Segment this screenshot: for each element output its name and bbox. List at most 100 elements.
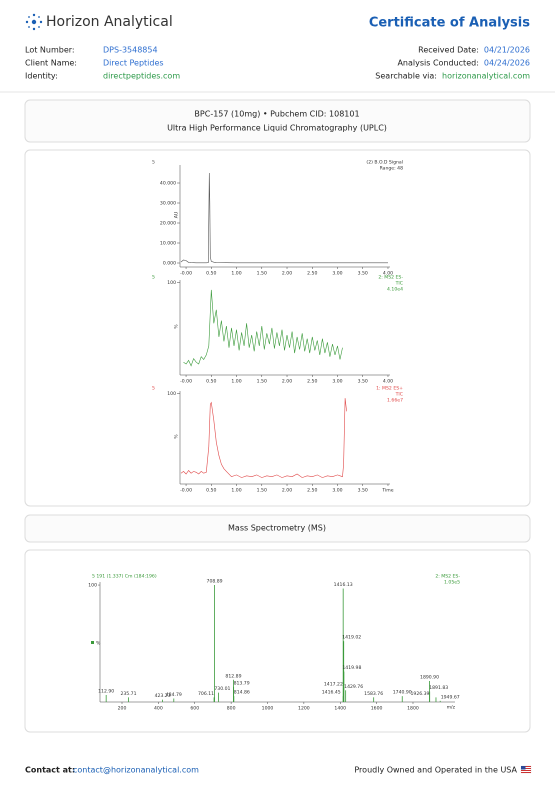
uplc-line: Ultra High Performance Liquid Chromatogr… xyxy=(167,124,387,133)
x-tick-label: 200 xyxy=(118,706,127,712)
us-flag xyxy=(520,765,532,774)
peak-label: 1583.76 xyxy=(364,691,383,697)
x-tick-label: 2.00 xyxy=(282,379,292,385)
peak-label: 1891.83 xyxy=(429,685,448,691)
x-label: m/z xyxy=(447,705,456,711)
detector-label: TIC xyxy=(395,281,403,287)
panel-index: 5 xyxy=(152,275,155,281)
x-tick-label: 2.50 xyxy=(307,271,317,277)
contact-email[interactable]: contact@horizonanalytical.com xyxy=(73,766,199,775)
detector-label: 1.66e7 xyxy=(387,398,403,404)
y-label: % xyxy=(174,324,180,329)
x-tick-label: 3.00 xyxy=(332,379,342,385)
peak-label: 1740.90 xyxy=(393,690,412,696)
x-tick-label: 3.50 xyxy=(358,379,368,385)
x-tick-label: 1.00 xyxy=(231,379,241,385)
x-tick-label: 0.50 xyxy=(206,379,216,385)
peak-label: 814.86 xyxy=(234,690,250,696)
peak-label: 1419.02 xyxy=(342,635,361,641)
x-tick-label: -0.00 xyxy=(180,379,192,385)
peak-label: 235.71 xyxy=(120,691,136,697)
info-label: Lot Number: xyxy=(25,46,75,55)
info-value: horizonanalytical.com xyxy=(442,72,530,81)
x-tick-label: 600 xyxy=(190,706,199,712)
peak-label: 813.79 xyxy=(234,680,250,686)
info-value: 04/24/2026 xyxy=(484,59,530,68)
panel-index: 5 xyxy=(152,386,155,392)
peak-label: 1890.90 xyxy=(420,674,439,680)
y-label: % xyxy=(96,641,101,647)
ms-title-box xyxy=(24,514,531,543)
peak-label: 1416.13 xyxy=(334,582,353,588)
x-tick-label: 3.50 xyxy=(358,271,368,277)
y-label: AU xyxy=(174,212,180,219)
x-tick-label: 400 xyxy=(154,706,163,712)
info-value: directpeptides.com xyxy=(103,72,180,81)
x-tick-label: 3.00 xyxy=(332,488,342,494)
x-tick-label: -0.00 xyxy=(180,488,192,494)
x-tick-label: 1600 xyxy=(371,706,383,712)
peak-label: 1419.98 xyxy=(342,665,361,671)
x-tick-label: -0.00 xyxy=(180,271,192,277)
panel-index: 5 xyxy=(152,160,155,166)
info-value: DPS-3548854 xyxy=(103,46,158,55)
info-value: Direct Peptides xyxy=(103,59,164,68)
detector-label: 2: MS2 ES- xyxy=(378,275,403,281)
trace xyxy=(180,172,388,264)
peak-label: 423.23 xyxy=(155,693,171,699)
y-tick-label: 0.000 xyxy=(163,261,176,267)
x-tick-label: 0.50 xyxy=(206,271,216,277)
info-label: Identity: xyxy=(25,72,58,81)
x-tick-label: 1.50 xyxy=(257,379,267,385)
brand: Horizon Analytical xyxy=(46,14,173,30)
x-tick-label: 4.00 xyxy=(383,379,393,385)
x-tick-label: 1.00 xyxy=(231,488,241,494)
info-value: 04/21/2026 xyxy=(484,46,530,55)
detector-label: 4.10e4 xyxy=(387,287,403,293)
detector-label: (2) B.O.D Signal xyxy=(366,160,403,166)
peak-label: 1429.76 xyxy=(344,684,363,690)
x-tick-label: 2.50 xyxy=(307,488,317,494)
y-label: % xyxy=(174,434,180,439)
y-tick-label: 10.000 xyxy=(160,241,176,247)
x-tick-label: 4.00 xyxy=(383,271,393,277)
x-tick-label: 1800 xyxy=(407,706,419,712)
doc-title: Certificate of Analysis xyxy=(369,16,530,31)
x-tick-label: 1.00 xyxy=(231,271,241,277)
detector-label: TIC xyxy=(395,392,403,398)
contact-label: Contact at: xyxy=(25,766,75,775)
tagline: Proudly Owned and Operated in the USA xyxy=(354,766,517,775)
ms-box xyxy=(24,549,531,733)
x-tick-label: 1400 xyxy=(334,706,346,712)
x-tick-label: 2.00 xyxy=(282,271,292,277)
x-tick-label: 2.50 xyxy=(307,379,317,385)
uplc-box xyxy=(24,99,531,143)
y-tick-label: 40.000 xyxy=(160,181,176,187)
peak-label: 1949.67 xyxy=(441,694,460,700)
peak-label: 706.11 xyxy=(198,691,214,697)
peak-label: 708.89 xyxy=(207,579,223,585)
peak-label: 1417.22 xyxy=(324,681,343,687)
info-label: Analysis Conducted: xyxy=(397,59,478,68)
detector-label: Range: 48 xyxy=(380,166,403,172)
x-tick-label: 800 xyxy=(227,706,236,712)
peak-label: 1416.45 xyxy=(322,690,341,696)
x-tick-label: 0.50 xyxy=(206,488,216,494)
peak-label: 1926.39 xyxy=(410,691,429,697)
x-tick-label: 1000 xyxy=(262,706,274,712)
peak-label: 112.90 xyxy=(98,688,114,694)
logo-icon xyxy=(25,13,43,31)
trace xyxy=(183,289,343,367)
y-tick-label: 30.000 xyxy=(160,201,176,207)
ms-title: Mass Spectrometry (MS) xyxy=(228,524,326,533)
y-tick-label: 20.000 xyxy=(160,221,176,227)
x-tick-label: 3.50 xyxy=(358,488,368,494)
info-label: Client Name: xyxy=(25,59,77,68)
x-tick-label: 3.00 xyxy=(332,271,342,277)
y-label-marker xyxy=(91,641,94,644)
uplc-line: BPC-157 (10mg) • Pubchem CID: 108101 xyxy=(194,110,359,119)
x-tick-label: 1.50 xyxy=(257,271,267,277)
y-tick-label: 100 xyxy=(167,280,176,286)
x-tick-label: Time xyxy=(381,488,393,494)
